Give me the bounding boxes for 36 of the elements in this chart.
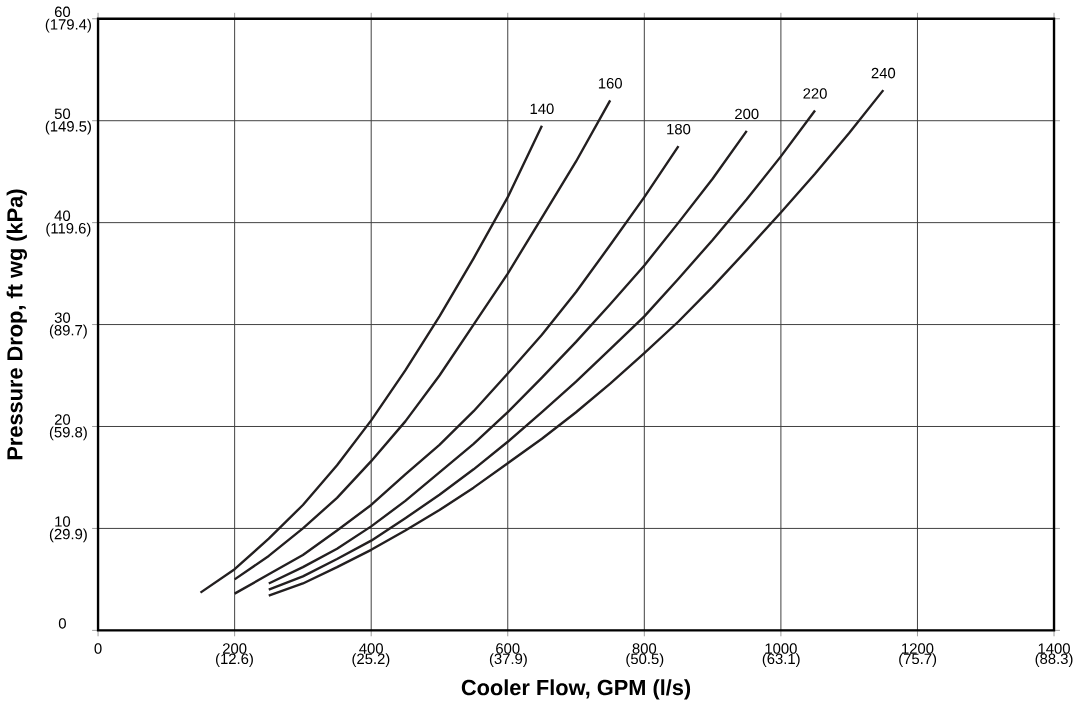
series-label: 140: [530, 103, 554, 114]
y2-tick-label: (59.8): [49, 426, 87, 441]
x-tick-label: 600: [496, 643, 520, 654]
y-tick-label: 60: [54, 6, 71, 17]
series-label: 180: [667, 123, 691, 135]
series-label: 200: [735, 108, 759, 119]
x2-tick-label: (25.2): [352, 652, 390, 667]
y-tick-label: 30: [54, 312, 71, 323]
series-label: 160: [598, 77, 622, 89]
x2-tick-label: (50.5): [626, 652, 664, 667]
x-axis-title: Cooler Flow, GPM (l/s): [461, 679, 691, 700]
x2-tick-label: (88.3): [1035, 652, 1073, 667]
x2-tick-label: (12.6): [216, 652, 253, 667]
y2-tick-label: (29.9): [49, 528, 87, 543]
y2-tick-label: (89.7): [49, 324, 87, 339]
x2-tick-label: (63.1): [762, 652, 800, 667]
x-tick-label: 1200: [902, 643, 934, 654]
x-tick-label: 400: [359, 643, 383, 654]
x2-tick-label: (37.9): [489, 652, 527, 667]
x-tick-label: 0: [94, 643, 102, 654]
x2-tick-label: (75.7): [899, 652, 937, 667]
y2-tick-label: (149.5): [45, 120, 91, 135]
y-tick-label: 50: [54, 108, 71, 119]
series-label: 220: [803, 88, 827, 99]
x-tick-label: 800: [632, 643, 657, 654]
y-tick-label: 10: [55, 516, 71, 527]
y2-tick-label: (179.4): [45, 18, 91, 33]
y-tick-label: 20: [54, 414, 71, 425]
y2-tick-label: (119.6): [46, 222, 91, 237]
y-tick-label: 40: [54, 210, 71, 221]
x-tick-label: 1400: [1038, 643, 1070, 654]
y-tick-label: 0: [58, 617, 66, 629]
x-tick-label: 200: [222, 643, 247, 654]
x-tick-label: 1000: [765, 643, 797, 654]
y-axis-title: Pressure Drop, ft wg (kPa): [6, 189, 27, 460]
series-label: 240: [871, 67, 896, 79]
